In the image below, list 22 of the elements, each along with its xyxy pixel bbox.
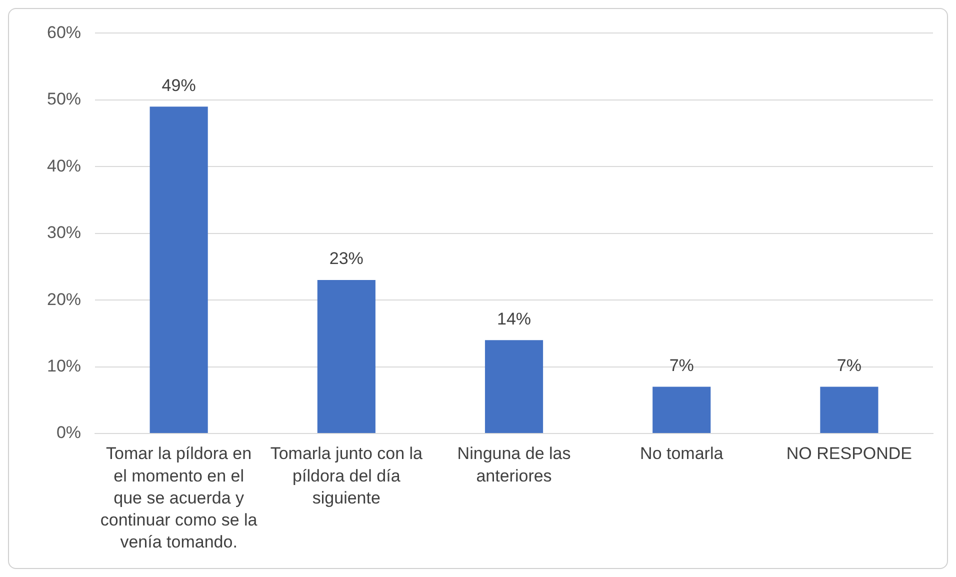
- y-tick-label: 30%: [46, 223, 82, 242]
- bar: [652, 386, 711, 433]
- data-label: 7%: [669, 356, 694, 375]
- y-tick-label: 10%: [46, 356, 82, 376]
- x-tick-label: Tomarla junto con la píldora del día siguiente: [270, 444, 424, 508]
- data-label: 23%: [329, 249, 364, 268]
- y-tick-label: 60%: [46, 22, 82, 42]
- y-tick-label: 20%: [46, 290, 82, 309]
- y-tick-label: 50%: [46, 90, 82, 109]
- y-tick-label: 0%: [56, 423, 82, 442]
- bar: [484, 340, 544, 433]
- data-label: 49%: [162, 76, 196, 95]
- bar: [150, 106, 208, 433]
- x-tick-label: Ninguna de las anteriores: [457, 444, 571, 486]
- x-tick-label: No tomarla: [640, 444, 724, 464]
- data-label: 14%: [496, 309, 532, 328]
- y-tick-label: 40%: [46, 156, 82, 176]
- x-tick-label: NO RESPONDE: [786, 444, 912, 464]
- bar: [820, 386, 878, 433]
- data-label: 7%: [836, 356, 862, 375]
- bar: [317, 280, 376, 433]
- x-tick-label: Tomar la píldora en el momento en el que se acuerda y continuar como se la venía tomando.: [100, 444, 258, 552]
